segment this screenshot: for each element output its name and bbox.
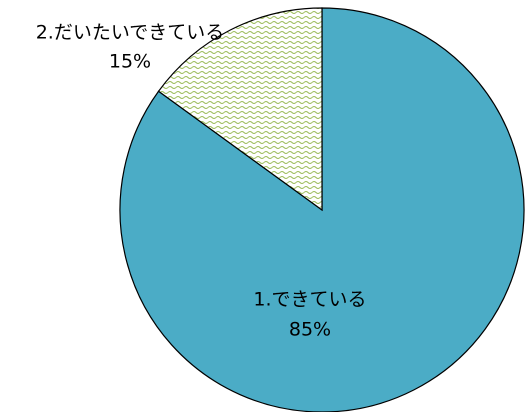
slice-label: 1.できている <box>253 289 366 311</box>
pie-slice <box>157 7 323 212</box>
slice-label: 2.だいたいできている <box>36 22 225 44</box>
slice-value-label: 15% <box>109 51 151 73</box>
slice-value-label: 85% <box>289 319 331 341</box>
